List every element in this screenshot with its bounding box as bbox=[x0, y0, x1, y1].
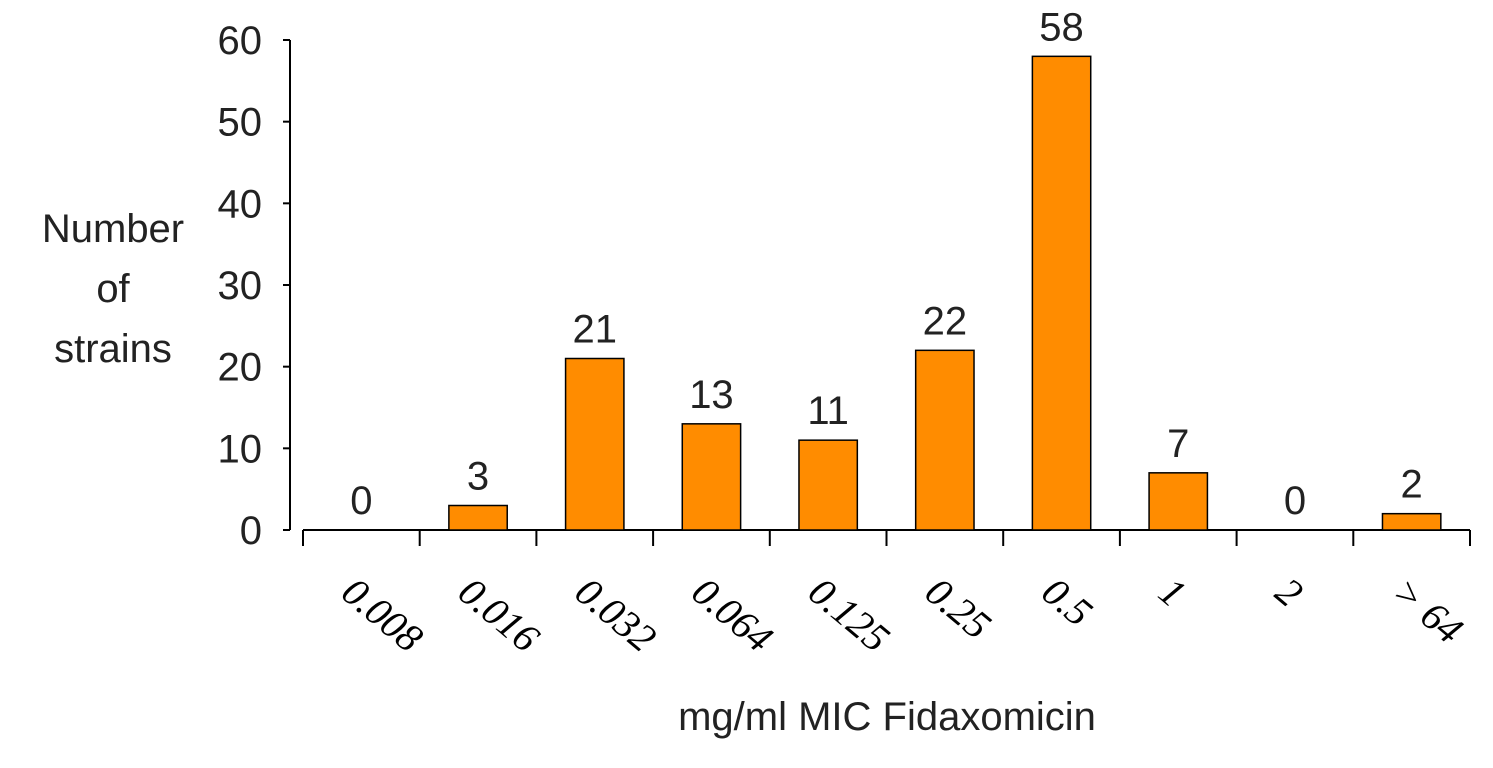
data-label: 3 bbox=[467, 455, 489, 499]
y-axis-title: Number of strains bbox=[42, 207, 184, 371]
bar-025 bbox=[914, 349, 975, 531]
x-tick-label: 0.064 bbox=[684, 568, 782, 660]
data-label: 58 bbox=[1039, 5, 1084, 49]
x-tick-label: 0.032 bbox=[567, 568, 665, 660]
data-label: 11 bbox=[807, 389, 849, 433]
data-label: 2 bbox=[1401, 463, 1423, 507]
bar-05 bbox=[1031, 55, 1092, 531]
x-tick-label: 0.25 bbox=[917, 568, 1000, 647]
x-tick-label: 0.016 bbox=[450, 568, 548, 660]
y-tick-label: 10 bbox=[218, 427, 263, 471]
y-axis-title-line: Number bbox=[42, 207, 184, 251]
bar-0032 bbox=[564, 357, 625, 531]
x-tick-label: 2 bbox=[1267, 568, 1311, 615]
y-tick-label: 40 bbox=[218, 182, 263, 226]
x-tick-label: 0.5 bbox=[1034, 568, 1101, 635]
data-labels-group: 0 3 21 13 11 22 58 7 0 2 bbox=[350, 5, 1423, 523]
data-label: 7 bbox=[1167, 422, 1189, 466]
y-tick-label: 0 bbox=[240, 509, 262, 553]
y-axis-title-line: strains bbox=[54, 327, 172, 371]
x-tick-label: > 64 bbox=[1384, 568, 1472, 652]
data-label: 0 bbox=[1284, 479, 1306, 523]
y-tick-label: 50 bbox=[218, 101, 263, 145]
bar-64 bbox=[1381, 512, 1442, 531]
data-label: 13 bbox=[689, 373, 734, 417]
x-axis bbox=[302, 529, 1471, 546]
y-axis-title-line: of bbox=[96, 267, 130, 311]
bar-1 bbox=[1148, 472, 1209, 531]
x-tick-label: 0.125 bbox=[800, 568, 898, 660]
data-label: 0 bbox=[350, 479, 372, 523]
y-tick-label: 30 bbox=[218, 264, 263, 308]
x-axis-title: mg/ml MIC Fidaxomicin bbox=[678, 695, 1096, 739]
y-tick-label: 60 bbox=[218, 19, 263, 63]
data-label: 21 bbox=[573, 308, 618, 352]
y-axis: 0 10 20 30 40 50 60 bbox=[218, 19, 291, 553]
y-tick-label: 20 bbox=[218, 346, 263, 390]
bar-0064 bbox=[681, 423, 742, 531]
data-label: 22 bbox=[923, 299, 968, 343]
bar-0125 bbox=[798, 439, 859, 531]
bar-0016 bbox=[448, 504, 508, 531]
x-tick-label: 1 bbox=[1150, 568, 1194, 615]
x-tick-labels-group: 0.008 0.016 0.032 0.064 0.125 0.25 0.5 1 2 > 64 bbox=[334, 568, 1472, 660]
bars-group bbox=[448, 55, 1442, 531]
x-tick-label: 0.008 bbox=[334, 568, 432, 660]
